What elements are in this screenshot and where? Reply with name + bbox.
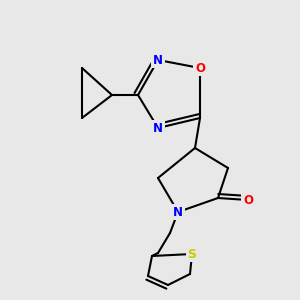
Text: N: N xyxy=(153,122,163,134)
Text: N: N xyxy=(173,206,183,218)
Text: O: O xyxy=(243,194,253,206)
Text: S: S xyxy=(188,248,196,260)
Text: N: N xyxy=(153,53,163,67)
Text: O: O xyxy=(195,61,205,74)
